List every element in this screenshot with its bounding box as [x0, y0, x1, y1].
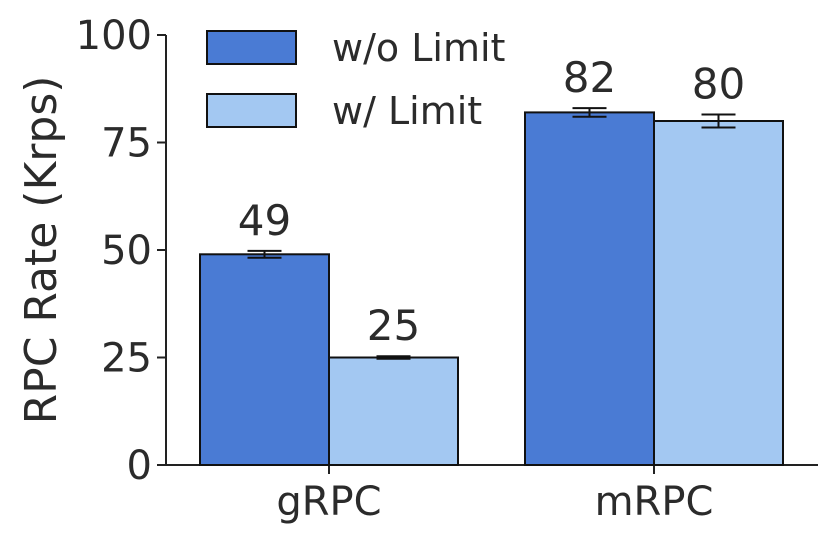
data-label: 49: [238, 196, 291, 245]
data-label: 80: [692, 60, 745, 109]
bar: [199, 253, 330, 466]
y-axis-title: RPC Rate (Krps): [16, 76, 67, 425]
x-tick-label: mRPC: [595, 479, 714, 525]
y-tick-label: 25: [101, 336, 152, 382]
bar: [524, 111, 655, 467]
y-tick-label: 100: [76, 13, 152, 59]
legend-label: w/ Limit: [332, 89, 482, 133]
bar: [328, 356, 459, 466]
data-label: 82: [563, 53, 616, 102]
y-tick-label: 50: [101, 228, 152, 274]
x-tick-label: gRPC: [276, 479, 381, 525]
y-tick-label: 75: [101, 121, 152, 167]
legend-label: w/o Limit: [332, 26, 505, 70]
plot-area: 0 25 50 75 100 gRPC 49 25 mRPC 82 80: [76, 13, 818, 525]
bar: [653, 120, 784, 466]
legend: w/o Limit w/ Limit: [206, 26, 505, 133]
y-tick-label: 0: [127, 443, 152, 489]
legend-swatch: [206, 93, 297, 128]
data-label: 25: [367, 301, 420, 350]
legend-swatch: [206, 30, 297, 65]
